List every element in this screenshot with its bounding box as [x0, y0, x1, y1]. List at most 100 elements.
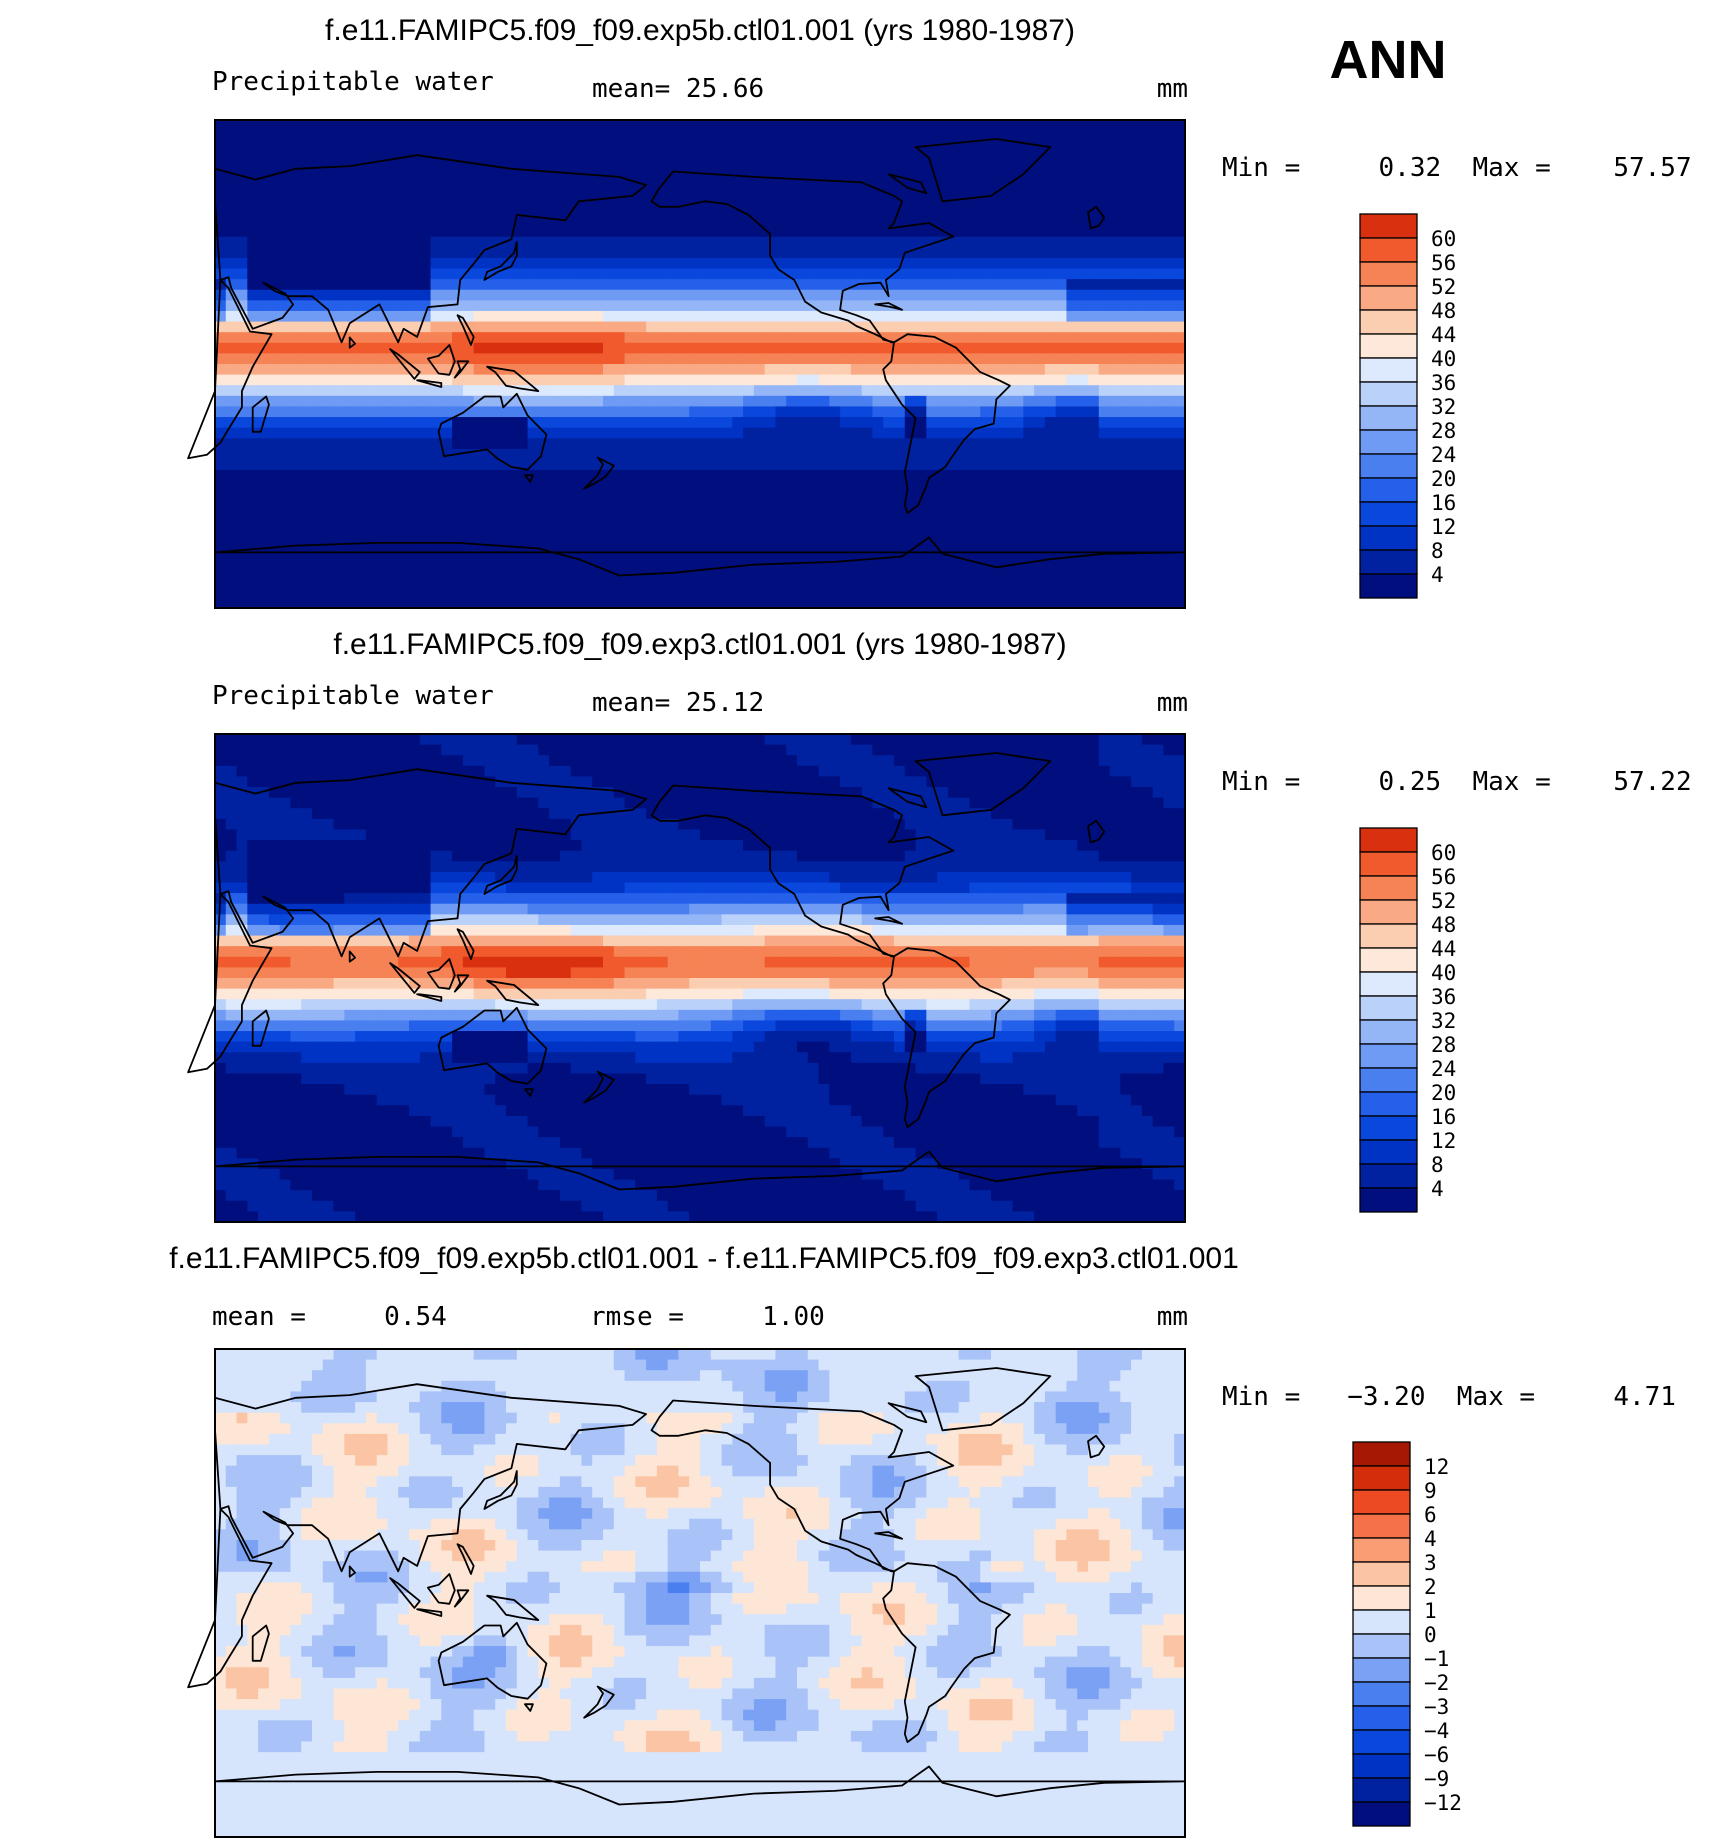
- contour-cell: [301, 554, 313, 567]
- contour-cell: [258, 459, 270, 471]
- contour-cell: [807, 289, 820, 301]
- contour-cell: [969, 151, 981, 164]
- contour-cell: [506, 130, 518, 142]
- contour-cell: [840, 215, 852, 227]
- contour-cell: [333, 385, 345, 397]
- contour-cell: [462, 215, 475, 227]
- contour-cell: [462, 501, 475, 514]
- contour-cell: [355, 268, 367, 280]
- contour-cell: [570, 364, 583, 376]
- contour-cell: [872, 597, 884, 608]
- contour-cell: [333, 544, 345, 556]
- contour-cell: [1023, 226, 1035, 238]
- contour-cell: [538, 512, 550, 524]
- contour-cell: [743, 818, 755, 831]
- contour-cell: [1023, 755, 1035, 767]
- contour-cell: [527, 744, 539, 756]
- contour-cell: [624, 300, 636, 312]
- contour-cell: [656, 257, 669, 270]
- contour-cell: [1131, 120, 1143, 132]
- contour-cell: [1034, 332, 1046, 344]
- contour-cell: [495, 818, 507, 831]
- contour-cell: [937, 310, 949, 323]
- contour-cell: [1163, 310, 1175, 323]
- contour-cell: [721, 438, 733, 450]
- contour-cell: [247, 141, 259, 153]
- contour-cell: [753, 512, 766, 524]
- contour-cell: [1055, 576, 1068, 588]
- contour-cell: [441, 279, 453, 291]
- contour-cell: [656, 162, 669, 174]
- contour-cell: [549, 279, 561, 291]
- contour-cell: [1012, 183, 1024, 195]
- contour-cell: [1098, 406, 1111, 418]
- contour-cell: [603, 247, 615, 259]
- contour-cell: [581, 576, 593, 588]
- contour-cell: [527, 300, 539, 312]
- contour-cell: [322, 427, 335, 439]
- contour-cell: [333, 141, 345, 153]
- contour-cell: [732, 597, 744, 608]
- contour-cell: [549, 565, 561, 577]
- contour-cell: [301, 194, 313, 206]
- colorbar-tick-label: 32: [1431, 395, 1456, 419]
- contour-cell: [322, 353, 335, 365]
- contour-cell: [937, 565, 949, 577]
- contour-cell: [646, 448, 658, 461]
- contour-cell: [247, 257, 259, 270]
- contour-cell: [732, 173, 744, 185]
- contour-cell: [969, 406, 981, 418]
- contour-cell: [495, 151, 507, 164]
- contour-cell: [1152, 797, 1165, 809]
- contour-cell: [549, 808, 561, 820]
- contour-cell: [516, 300, 529, 312]
- contour-cell: [258, 744, 270, 756]
- map-plot: [187, 733, 1186, 1223]
- colorbar-tick-label: 12: [1431, 515, 1456, 539]
- contour-cell: [624, 470, 636, 482]
- contour-cell: [484, 151, 496, 164]
- contour-cell: [387, 787, 399, 799]
- contour-cell: [829, 512, 841, 524]
- contour-cell: [850, 755, 863, 767]
- contour-cell: [495, 459, 507, 471]
- contour-cell: [775, 236, 787, 248]
- contour-cell: [883, 385, 895, 397]
- contour-cell: [904, 385, 917, 397]
- contour-cell: [656, 427, 669, 439]
- contour-cell: [473, 194, 486, 206]
- contour-cell: [1055, 385, 1068, 397]
- contour-cell: [1131, 226, 1143, 238]
- contour-cell: [732, 395, 744, 408]
- contour-cell: [829, 289, 841, 301]
- contour-cell: [430, 818, 442, 831]
- contour-cell: [624, 533, 636, 545]
- contour-cell: [225, 183, 238, 195]
- contour-cell: [301, 586, 313, 598]
- contour-cell: [538, 385, 550, 397]
- contour-cell: [721, 787, 733, 799]
- contour-cell: [646, 787, 658, 799]
- contour-cell: [549, 417, 561, 429]
- contour-cell: [710, 236, 723, 248]
- contour-cell: [516, 427, 529, 439]
- contour-cell: [236, 162, 248, 174]
- contour-cell: [1152, 141, 1165, 153]
- contour-cell: [991, 226, 1003, 238]
- contour-cell: [484, 734, 496, 746]
- colorbar-tick-label: 16: [1431, 491, 1456, 515]
- contour-cell: [301, 120, 313, 132]
- contour-cell: [516, 554, 529, 567]
- contour-cell: [786, 162, 798, 174]
- contour-cell: [1174, 734, 1185, 746]
- contour-cell: [592, 512, 604, 524]
- contour-cell: [549, 544, 561, 556]
- contour-cell: [1163, 491, 1175, 503]
- contour-cell: [969, 385, 981, 397]
- contour-cell: [1088, 332, 1100, 344]
- contour-cell: [409, 459, 421, 471]
- contour-cell: [473, 226, 486, 238]
- contour-cell: [268, 533, 281, 545]
- contour-cell: [710, 268, 723, 280]
- contour-cell: [570, 533, 583, 545]
